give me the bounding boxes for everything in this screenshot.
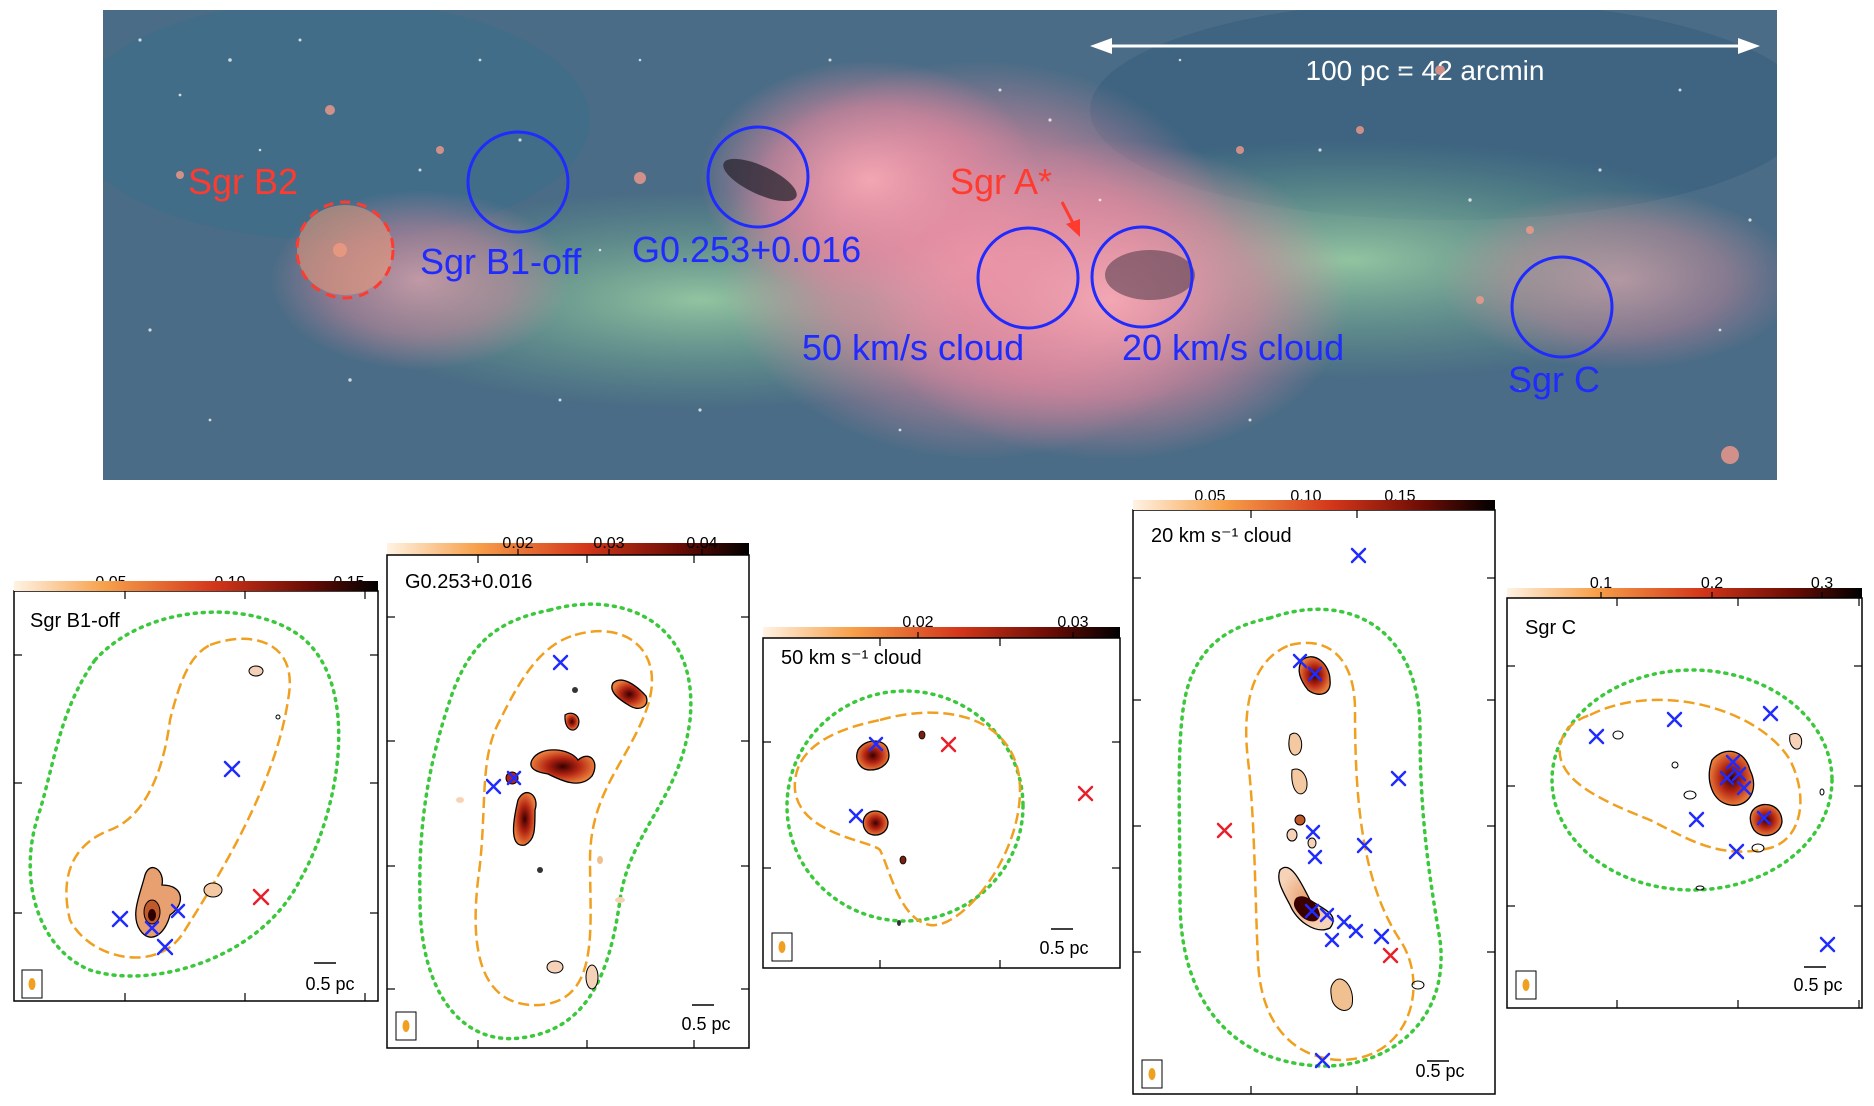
colorbar xyxy=(387,543,749,555)
panel-title: 20 km s⁻¹ cloud xyxy=(1151,525,1292,547)
scalebar-label: 0.5 pc xyxy=(1039,938,1088,958)
scalebar-label: 0.5 pc xyxy=(305,974,354,994)
c20-circle xyxy=(1090,225,1194,329)
green-contour xyxy=(1177,607,1443,1068)
panel-frame xyxy=(1132,509,1496,1095)
label-sgr-b1-off: Sgr B1-off xyxy=(420,241,582,282)
scalebar-label: 0.5 pc xyxy=(1415,1061,1464,1081)
panel-title: G0.253+0.016 xyxy=(405,571,532,593)
green-contour xyxy=(28,610,341,978)
cbar-tick: 0.04 xyxy=(686,535,717,552)
scalebar-label: 0.5 pc xyxy=(681,1014,730,1034)
cbar-tick: 0.03 xyxy=(593,535,624,552)
cbar-tick: 0.1 xyxy=(1590,575,1612,592)
orange-contour xyxy=(793,711,1022,927)
overview-image xyxy=(103,10,1777,480)
green-contour xyxy=(418,602,693,1041)
panel-title: Sgr B1-off xyxy=(30,610,120,632)
orange-contour xyxy=(1245,641,1415,1062)
sgrc-circle xyxy=(1510,255,1614,359)
cbar-tick: 0.02 xyxy=(502,535,533,552)
colorbar xyxy=(763,627,1120,638)
label-sgr-c: Sgr C xyxy=(1508,359,1600,400)
sgrb2-circle xyxy=(295,200,395,300)
label-sgr-a: Sgr A* xyxy=(950,161,1052,202)
panel-title: 50 km s⁻¹ cloud xyxy=(781,647,922,669)
orange-contour xyxy=(1558,698,1802,853)
panel-frame xyxy=(13,590,379,1002)
label-50kms: 50 km/s cloud xyxy=(802,327,1024,368)
sgra-arrow xyxy=(1060,201,1080,237)
scalebar-label: 0.5 pc xyxy=(1793,975,1842,995)
panel-50kms: 0.02 0.03 50 km s⁻¹ cloud xyxy=(762,614,1121,969)
panel-sgr-c: 0.1 0.2 0.3 Sgr C xyxy=(1506,575,1863,1009)
green-contour xyxy=(1550,668,1834,892)
panel-g0253: 0.02 0.03 0.04 G0.253+0.016 xyxy=(386,535,750,1049)
scale-arrow xyxy=(1090,38,1760,54)
panel-title: Sgr C xyxy=(1525,617,1576,639)
label-sgr-b2: Sgr B2 xyxy=(188,161,298,202)
cbar-tick: 0.2 xyxy=(1701,575,1723,592)
panel-sgr-b1-off: 0.05 0.10 0.15 Sgr B1-off xyxy=(13,574,379,1002)
panel-20kms: 0.05 0.10 0.15 20 km s⁻¹ cloud xyxy=(1132,488,1496,1095)
green-contour xyxy=(785,689,1025,923)
panel-frame xyxy=(386,554,750,1049)
cbar-tick: 0.03 xyxy=(1057,614,1088,631)
g0253-circle xyxy=(706,125,810,229)
label-20kms: 20 km/s cloud xyxy=(1122,327,1344,368)
panel-frame xyxy=(1506,597,1863,1009)
sgrb1off-circle xyxy=(466,130,570,234)
panel-frame xyxy=(762,637,1121,969)
label-g0253: G0.253+0.016 xyxy=(632,229,861,270)
colorbar xyxy=(1507,588,1862,598)
orange-contour xyxy=(474,629,654,1007)
cbar-tick: 0.3 xyxy=(1811,575,1833,592)
target-circles xyxy=(295,125,1614,359)
cbar-tick: 0.02 xyxy=(902,614,933,631)
c50-circle xyxy=(976,226,1080,330)
orange-contour xyxy=(65,637,291,959)
scale-label: 100 pc = 42 arcmin xyxy=(1306,55,1545,86)
